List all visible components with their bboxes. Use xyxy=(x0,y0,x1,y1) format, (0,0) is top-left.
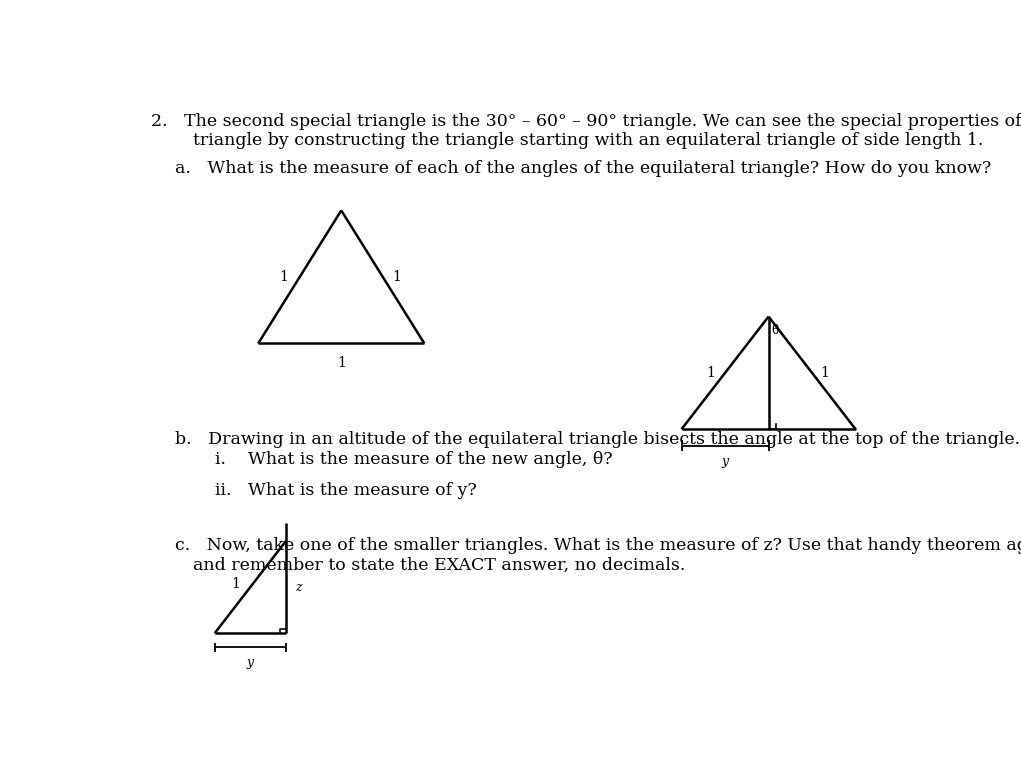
Text: a.   What is the measure of each of the angles of the equilateral triangle? How : a. What is the measure of each of the an… xyxy=(176,160,991,177)
Text: and remember to state the EXACT answer, no decimals.: and remember to state the EXACT answer, … xyxy=(193,556,686,574)
Text: b.   Drawing in an altitude of the equilateral triangle bisects the angle at the: b. Drawing in an altitude of the equilat… xyxy=(176,431,1020,448)
Text: 2.   The second special triangle is the 30° – 60° – 90° triangle. We can see the: 2. The second special triangle is the 30… xyxy=(151,113,1021,130)
Text: y: y xyxy=(722,455,729,468)
Text: triangle by constructing the triangle starting with an equilateral triangle of s: triangle by constructing the triangle st… xyxy=(193,132,983,149)
Text: 1: 1 xyxy=(707,366,716,380)
Text: 1: 1 xyxy=(280,270,288,284)
Text: θ: θ xyxy=(772,323,779,336)
Text: 1: 1 xyxy=(820,366,829,380)
Text: i.    What is the measure of the new angle, θ?: i. What is the measure of the new angle,… xyxy=(214,451,613,468)
Text: z: z xyxy=(295,581,302,594)
Text: c.   Now, take one of the smaller triangles. What is the measure of z? Use that : c. Now, take one of the smaller triangle… xyxy=(176,537,1021,554)
Text: 1: 1 xyxy=(232,578,241,591)
Text: y: y xyxy=(247,656,254,669)
Text: 1: 1 xyxy=(337,356,346,370)
Text: ii.   What is the measure of y?: ii. What is the measure of y? xyxy=(214,482,477,499)
Text: 1: 1 xyxy=(393,270,401,284)
